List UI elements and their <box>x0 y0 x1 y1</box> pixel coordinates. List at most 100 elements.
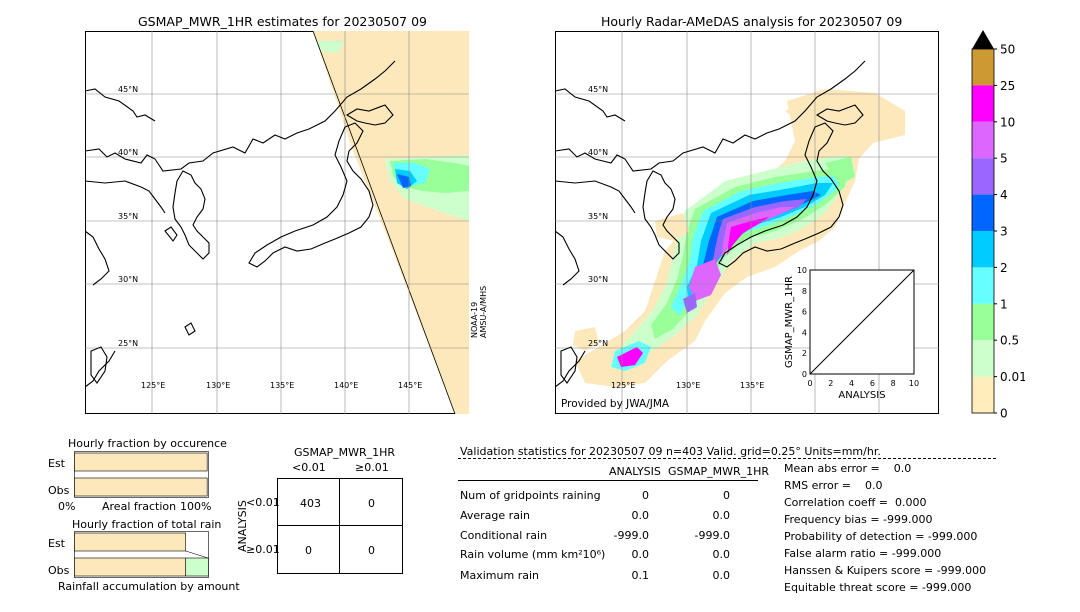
left-lon-label: 145°E <box>398 381 422 390</box>
left-lat-label: 30°N <box>118 275 138 284</box>
left-lat-label: 45°N <box>118 85 138 94</box>
validation-row-label: Maximum rain <box>460 569 539 582</box>
scatter-xlabel: ANALYSIS <box>838 390 885 401</box>
left-rain-area <box>385 155 469 221</box>
scatter-xtick: 4 <box>849 379 854 388</box>
scatter-xtick: 2 <box>828 379 833 388</box>
validation-row-gsmap: 0.0 <box>712 548 731 561</box>
totalrain-obs-label: Obs <box>48 564 70 577</box>
occurrence-x100: 100% <box>180 500 212 513</box>
colorbar-label: 3 <box>1000 225 1008 239</box>
totalrain-xlabel: Rainfall accumulation by amount <box>58 580 240 593</box>
scatter-xtick: 0 <box>807 379 812 388</box>
scatter-ylabel: GSMAP_MWR_1HR <box>784 276 795 368</box>
validation-header: Validation statistics for 20230507 09 n=… <box>460 445 881 458</box>
right-lat-label: 45°N <box>588 85 608 94</box>
totalrain-title: Hourly fraction of total rain <box>72 518 222 531</box>
colorbar-label: 0.01 <box>1000 370 1025 384</box>
right-rain-area <box>573 89 905 387</box>
colorbar-label: 5 <box>1000 152 1008 166</box>
right-map-title: Hourly Radar-AMeDAS analysis for 2023050… <box>601 14 903 29</box>
validation-row-gsmap: 0 <box>723 489 730 502</box>
totalrain-obs-bar <box>74 557 187 577</box>
validation-row-label: Average rain <box>460 509 530 522</box>
scatter-ytick: 2 <box>802 349 807 358</box>
validation-row-analysis: 0.1 <box>631 569 650 582</box>
validation-row-label: Num of gridpoints raining <box>460 489 601 502</box>
left-lon-label: 130°E <box>206 381 230 390</box>
totalrain-bars <box>74 531 209 578</box>
colorbar-label: 10 <box>1000 115 1015 129</box>
credit-label: Provided by JWA/JMA <box>561 398 670 410</box>
left-lon-label: 135°E <box>270 381 294 390</box>
contingency-col-header: ≥0.01 <box>355 461 389 474</box>
score-line: False alarm ratio = -999.000 <box>784 547 942 560</box>
left-lon-label: 125°E <box>141 381 165 390</box>
colorbar-segment <box>972 231 994 268</box>
scatter-xtick: 10 <box>909 379 919 388</box>
validation-row-analysis: -999.0 <box>613 529 649 542</box>
scatter-ytick: 6 <box>802 308 807 317</box>
colorbar-label: 0.5 <box>1000 334 1019 348</box>
right-lat-label: 35°N <box>588 212 608 221</box>
occurrence-x0: 0% <box>58 500 76 513</box>
colorbar: 50 25 10 5 4 3 2 1 0.5 0.01 0 <box>971 30 1025 419</box>
colorbar-label: 0 <box>1000 407 1008 419</box>
occurrence-est-bar <box>74 452 208 472</box>
right-lon-label: 135°E <box>740 381 764 390</box>
right-lon-label: 125°E <box>611 381 635 390</box>
colorbar-segment <box>972 49 994 86</box>
scatter-xtick: 6 <box>870 379 875 388</box>
occurrence-bars <box>74 451 209 498</box>
right-lon-label: 130°E <box>676 381 700 390</box>
colorbar-segment <box>972 303 994 341</box>
totalrain-est-bar <box>74 532 187 552</box>
colorbar-segment <box>972 85 994 122</box>
colorbar-segment <box>972 267 994 304</box>
occurrence-est-label: Est <box>48 457 65 470</box>
validation-row-gsmap: 0.0 <box>712 569 731 582</box>
colorbar-segment <box>972 376 994 413</box>
contingency-row-header: ≥0.01 <box>246 543 280 556</box>
validation-col-analysis: ANALYSIS <box>609 465 661 478</box>
colorbar-segment <box>972 158 994 195</box>
score-line: Probability of detection = -999.000 <box>784 530 978 543</box>
validation-row-gsmap: -999.0 <box>694 529 730 542</box>
score-line: Hanssen & Kuipers score = -999.000 <box>784 564 987 577</box>
right-lat-label: 25°N <box>588 339 608 348</box>
left-swath-shading <box>313 31 469 414</box>
contingency-col-header: <0.01 <box>292 461 326 474</box>
colorbar-label: 50 <box>1000 43 1015 57</box>
validation-row-analysis: 0.0 <box>631 548 650 561</box>
validation-row-gsmap: 0.0 <box>712 509 731 522</box>
validation-row-label: Conditional rain <box>460 529 548 542</box>
left-map-grid <box>85 31 469 414</box>
contingency-title: GSMAP_MWR_1HR <box>294 446 396 459</box>
score-line: RMS error = 0.0 <box>784 479 883 492</box>
validation-row-analysis: 0.0 <box>631 509 650 522</box>
left-lat-label: 40°N <box>118 148 138 157</box>
score-line: Equitable threat score = -999.000 <box>784 581 972 594</box>
occurrence-obs-label: Obs <box>48 484 70 497</box>
left-map-coastline <box>85 60 396 388</box>
validation-col-gsmap: GSMAP_MWR_1HR <box>668 465 770 478</box>
left-lat-label: 35°N <box>118 212 138 221</box>
occurrence-obs-bar <box>74 477 208 497</box>
contingency-cell: 0 <box>305 544 312 557</box>
colorbar-label: 4 <box>1000 188 1008 202</box>
right-lat-label: 40°N <box>588 148 608 157</box>
colorbar-segment <box>972 194 994 231</box>
sensor-label: NOAA-19 AMSU-A/MHS <box>470 285 488 338</box>
contingency-cell: 0 <box>368 497 375 510</box>
contingency-cell: 403 <box>300 497 321 510</box>
validation-row-label: Rain volume (mm km²10⁶) <box>460 548 606 561</box>
score-line: Frequency bias = -999.000 <box>784 513 933 526</box>
right-map-coastline <box>555 60 866 388</box>
contingency-row-header: <0.01 <box>246 496 280 509</box>
left-lon-label: 140°E <box>334 381 358 390</box>
totalrain-obs-remainder <box>185 557 209 577</box>
scatter-ytick: 8 <box>802 287 807 296</box>
colorbar-segment <box>972 340 994 377</box>
right-lat-label: 30°N <box>588 275 608 284</box>
totalrain-est-label: Est <box>48 537 65 550</box>
